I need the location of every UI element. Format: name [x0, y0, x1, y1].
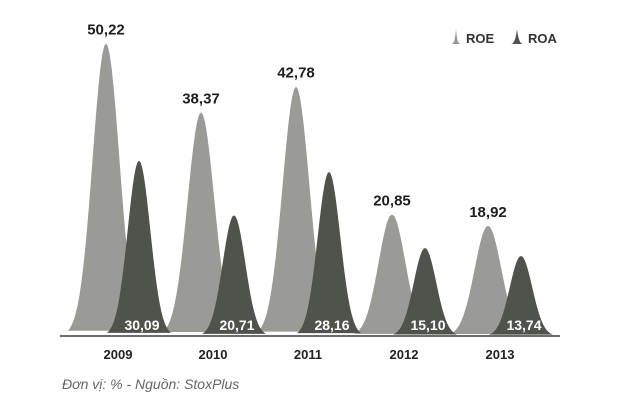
- roa-value-label-2012: 15,10: [410, 317, 445, 333]
- x-tick-label-2013: 2013: [486, 347, 515, 362]
- roa-value-labels: 30,09 20,71 28,16 15,10 13,74: [124, 317, 541, 333]
- roe-peak-2010: [163, 112, 239, 333]
- x-tick-label-2009: 2009: [104, 347, 133, 362]
- roe-value-label-2010: 38,37: [182, 90, 220, 107]
- roe-value-label-2011: 42,78: [277, 65, 315, 82]
- roe-value-label-2013: 18,92: [469, 204, 507, 221]
- roe-value-labels: 50,22 38,37 42,78 20,85 18,92: [87, 21, 507, 220]
- legend-swatch-roe: [451, 29, 461, 44]
- legend-item-roa: ROA: [511, 29, 558, 46]
- roa-value-label-2011: 28,16: [314, 317, 349, 333]
- roa-peak-2011: [297, 171, 361, 334]
- roa-value-label-2010: 20,71: [219, 317, 254, 333]
- roe-value-label-2012: 20,85: [373, 193, 411, 210]
- roa-value-label-2009: 30,09: [124, 317, 159, 333]
- x-tick-label-2012: 2012: [390, 347, 419, 362]
- legend-item-roe: ROE: [451, 29, 495, 46]
- legend-label-roa: ROA: [528, 31, 558, 46]
- x-tick-label-2011: 2011: [294, 347, 322, 362]
- legend-swatch-roa: [511, 29, 523, 44]
- roa-peaks: [107, 160, 553, 335]
- roe-value-label-2009: 50,22: [87, 21, 125, 38]
- roa-value-label-2013: 13,74: [506, 317, 541, 333]
- roa-peak-2009: [107, 160, 171, 333]
- legend-label-roe: ROE: [466, 31, 495, 46]
- roa-peak-2013: [489, 255, 553, 335]
- category-labels: 2009 2010 2011 2012 2013: [104, 347, 515, 362]
- source-footnote: Đơn vị: % - Nguồn: StoxPlus: [62, 376, 240, 392]
- roa-peak-2012: [393, 248, 457, 335]
- x-tick-label-2010: 2010: [199, 347, 228, 362]
- legend: ROE ROA: [451, 29, 558, 46]
- roa-peak-2010: [202, 215, 266, 334]
